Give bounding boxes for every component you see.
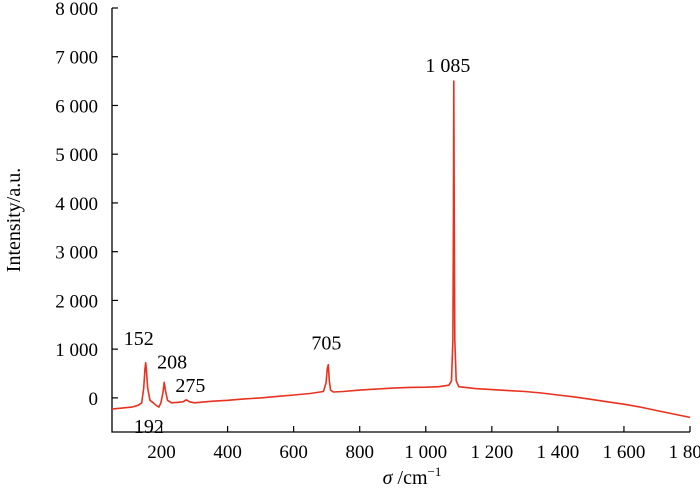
x-axis-title: σ /cm−1 — [383, 464, 442, 489]
x-tick-label: 1 600 — [603, 442, 646, 463]
spectrum-line — [111, 80, 691, 419]
x-tick-label: 600 — [279, 442, 308, 463]
peak-label: 208 — [157, 351, 187, 373]
x-tick-label: 200 — [147, 442, 176, 463]
y-tick-label: 1 000 — [55, 340, 98, 361]
x-tick-label: 1 800 — [669, 442, 700, 463]
peak-label: 192 — [134, 416, 164, 438]
y-tick-label: 2 000 — [55, 291, 98, 312]
peak-label: 705 — [311, 333, 341, 355]
x-tick-label: 1 000 — [404, 442, 447, 463]
x-tick-label: 800 — [345, 442, 374, 463]
x-axis-symbol: σ — [383, 467, 394, 489]
axis-frame — [111, 8, 690, 433]
x-tick-label: 1 400 — [537, 442, 580, 463]
y-tick-label: 6 000 — [55, 96, 98, 117]
y-tick-label: 7 000 — [55, 48, 98, 69]
y-tick-label: 3 000 — [55, 243, 98, 264]
y-tick-label: 5 000 — [55, 145, 98, 166]
y-tick-label: 4 000 — [55, 194, 98, 215]
y-tick-label: 0 — [89, 389, 99, 410]
peak-label: 1 085 — [425, 55, 470, 77]
axis-ticks: 0 1 000 2 000 3 000 4 000 5 000 6 000 7 000 8 00… — [55, 0, 700, 463]
peak-label: 152 — [124, 328, 154, 350]
axes — [111, 8, 690, 433]
x-tick-label: 1 200 — [470, 442, 513, 463]
x-axis-unit: /cm — [393, 467, 428, 489]
x-tick-label: 400 — [213, 442, 242, 463]
y-axis-title: Intensity/a.u. — [3, 168, 25, 272]
y-tick-label: 8 000 — [55, 0, 98, 20]
peak-label: 275 — [175, 375, 205, 397]
x-axis-unit-exponent: −1 — [428, 464, 442, 479]
